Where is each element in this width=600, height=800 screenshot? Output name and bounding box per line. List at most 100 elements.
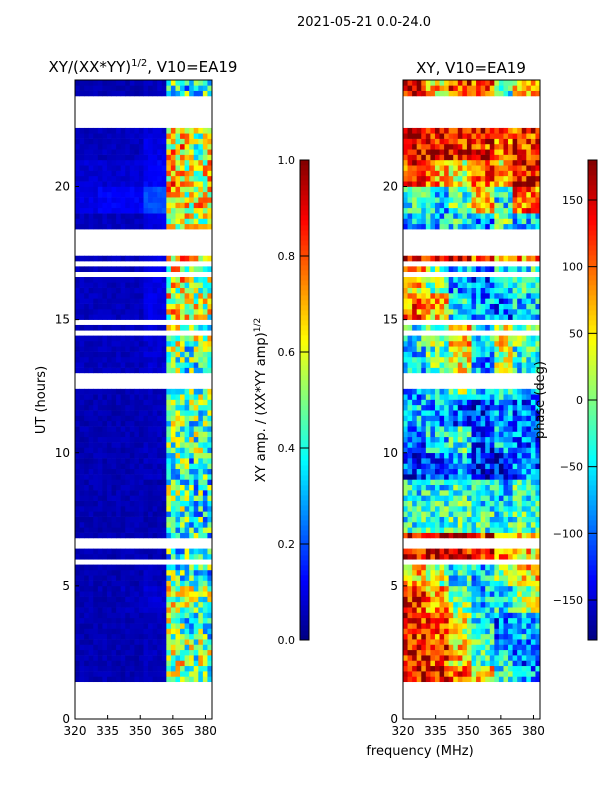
heatmap-cell xyxy=(111,127,117,134)
heatmap-cell xyxy=(448,623,454,629)
heatmap-cell xyxy=(494,452,500,459)
heatmap-cell xyxy=(152,644,158,651)
heatmap-cell xyxy=(138,633,144,640)
heatmap-cell xyxy=(157,660,163,667)
heatmap-cell xyxy=(517,399,523,406)
heatmap-cell xyxy=(84,181,90,187)
heatmap-cell xyxy=(444,468,450,475)
heatmap-cell xyxy=(198,426,204,432)
heatmap-cell xyxy=(471,633,477,640)
heatmap-cell xyxy=(476,266,482,273)
heatmap-cell xyxy=(517,655,523,661)
heatmap-cell xyxy=(485,591,491,597)
heatmap-cell xyxy=(148,170,154,177)
heatmap-cell xyxy=(88,548,94,555)
heatmap-cell xyxy=(480,266,486,273)
heatmap-cell xyxy=(407,356,413,363)
heatmap-cell xyxy=(106,340,112,347)
heatmap-cell xyxy=(403,585,408,592)
heatmap-cell xyxy=(430,255,436,262)
heatmap-cell xyxy=(75,175,80,182)
heatmap-cell xyxy=(503,282,509,288)
heatmap-cell xyxy=(421,399,427,406)
heatmap-cell xyxy=(485,367,491,374)
heatmap-cell xyxy=(193,628,199,635)
heatmap-cell xyxy=(462,287,468,294)
heatmap-cell xyxy=(476,500,482,507)
heatmap-cell xyxy=(175,133,181,139)
heatmap-cell xyxy=(471,367,477,374)
heatmap-cell xyxy=(530,591,536,597)
heatmap-cell xyxy=(143,410,149,416)
heatmap-cell xyxy=(180,644,185,651)
heatmap-cell xyxy=(111,394,117,400)
heatmap-cell xyxy=(471,617,477,624)
heatmap-cell xyxy=(111,479,117,486)
heatmap-cell xyxy=(193,308,199,315)
heatmap-cell xyxy=(180,516,185,523)
heatmap-cell xyxy=(453,420,459,427)
heatmap-cell xyxy=(84,80,90,86)
heatmap-cell xyxy=(143,314,149,320)
heatmap-cell xyxy=(102,207,108,214)
heatmap-cell xyxy=(116,303,122,310)
heatmap-cell xyxy=(485,213,491,219)
heatmap-cell xyxy=(102,85,108,91)
heatmap-cell xyxy=(453,335,459,342)
heatmap-cell xyxy=(489,293,495,299)
heatmap-cell xyxy=(439,404,445,411)
heatmap-cell xyxy=(193,436,199,443)
heatmap-cell xyxy=(448,426,454,432)
heatmap-cell xyxy=(84,607,90,613)
heatmap-cell xyxy=(535,442,541,448)
heatmap-cell xyxy=(157,154,163,161)
heatmap-cell xyxy=(93,495,99,501)
heatmap-cell xyxy=(416,426,422,432)
heatmap-cell xyxy=(175,399,181,406)
heatmap-cell xyxy=(198,628,204,635)
heatmap-cell xyxy=(489,351,495,358)
heatmap-cell xyxy=(161,298,167,304)
heatmap-cell xyxy=(494,569,500,576)
heatmap-cell xyxy=(184,500,190,507)
heatmap-cell xyxy=(111,633,117,640)
heatmap-cell xyxy=(111,458,117,464)
heatmap-cell xyxy=(416,282,422,288)
heatmap-cell xyxy=(138,420,144,427)
heatmap-cell xyxy=(88,468,94,475)
heatmap-cell xyxy=(157,127,163,134)
heatmap-cell xyxy=(466,468,472,475)
heatmap-cell xyxy=(444,298,450,304)
heatmap-cell xyxy=(430,458,436,464)
heatmap-cell xyxy=(106,165,112,171)
heatmap-cell xyxy=(416,436,422,443)
heatmap-cell xyxy=(498,436,504,443)
heatmap-cell xyxy=(202,463,208,470)
heatmap-cell xyxy=(97,165,103,171)
heatmap-cell xyxy=(129,511,135,517)
heatmap-cell xyxy=(175,596,181,603)
heatmap-cell xyxy=(462,655,468,661)
heatmap-cell xyxy=(180,468,185,475)
heatmap-cell xyxy=(453,495,459,501)
heatmap-cell xyxy=(193,591,199,597)
heatmap-cell xyxy=(444,596,450,603)
heatmap-cell xyxy=(526,617,532,624)
heatmap-cell xyxy=(425,671,431,677)
heatmap-cell xyxy=(471,351,477,358)
heatmap-cell xyxy=(476,213,482,219)
heatmap-cell xyxy=(175,415,181,422)
heatmap-cell xyxy=(102,447,108,454)
heatmap-cell xyxy=(421,394,427,400)
heatmap-cell xyxy=(407,511,413,517)
heatmap-cell xyxy=(421,532,427,539)
heatmap-cell xyxy=(434,500,440,507)
heatmap-cell xyxy=(198,165,204,171)
heatmap-cell xyxy=(526,532,532,539)
heatmap-cell xyxy=(102,154,108,161)
heatmap-cell xyxy=(116,639,122,645)
heatmap-cell xyxy=(439,655,445,661)
heatmap-cell xyxy=(425,655,431,661)
heatmap-cell xyxy=(75,287,80,294)
heatmap-cell xyxy=(193,223,199,230)
